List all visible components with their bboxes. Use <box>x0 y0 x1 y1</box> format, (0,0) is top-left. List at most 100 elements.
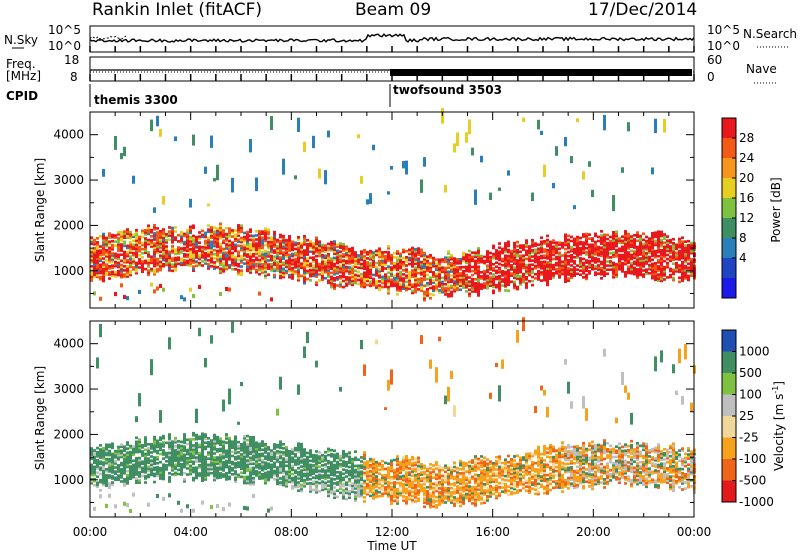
heatmap-cell <box>138 245 141 249</box>
heatmap-cell <box>249 238 252 242</box>
colorbar-segment <box>722 198 736 219</box>
heatmap-cell <box>294 448 297 452</box>
heatmap-cell <box>249 436 252 439</box>
heatmap-cell <box>96 265 99 269</box>
heatmap-cell <box>528 259 531 263</box>
heatmap-cell <box>117 237 120 240</box>
heatmap-cell <box>636 263 639 267</box>
heatmap-cell <box>276 244 279 248</box>
heatmap-cell <box>108 246 111 250</box>
heatmap-cell <box>675 263 678 267</box>
heatmap-cell <box>477 277 480 281</box>
heatmap-cell <box>336 477 339 480</box>
heatmap-cell <box>489 251 492 255</box>
heatmap-cell <box>159 266 162 270</box>
heatmap-cell <box>237 271 240 274</box>
heatmap-cell <box>669 259 672 263</box>
heatmap-cell <box>690 268 693 271</box>
heatmap-cell <box>165 451 168 455</box>
heatmap-cell <box>651 238 654 241</box>
heatmap-cell <box>186 243 189 246</box>
heatmap-cell <box>279 272 282 276</box>
heatmap-cell <box>237 444 240 448</box>
heatmap-cell <box>591 267 594 271</box>
heatmap-cell <box>618 237 621 240</box>
heatmap-cell <box>132 243 135 247</box>
heatmap-cell <box>636 261 639 265</box>
heatmap-cell <box>534 242 537 245</box>
heatmap-cell <box>168 435 171 438</box>
colorbar-tick-label: 24 <box>739 151 754 165</box>
heatmap-cell <box>624 246 627 250</box>
heatmap-cell <box>606 252 609 255</box>
heatmap-cell <box>213 232 216 236</box>
heatmap-cell <box>261 256 264 260</box>
heatmap-cell <box>228 229 231 233</box>
heatmap-cell <box>564 274 567 277</box>
heatmap-cell <box>375 273 378 277</box>
heatmap-cell <box>168 264 171 268</box>
heatmap-cell <box>618 257 621 261</box>
heatmap-cell <box>567 277 570 280</box>
heatmap-cell <box>417 279 420 283</box>
heatmap-cell <box>627 267 630 271</box>
heatmap-cell <box>429 266 432 269</box>
heatmap-cell <box>543 272 546 276</box>
heatmap-cell <box>648 265 651 269</box>
colorbar-tick-label: 20 <box>739 171 754 185</box>
heatmap-cell <box>348 268 351 271</box>
heatmap-cell <box>420 248 423 252</box>
heatmap-cell <box>222 444 225 448</box>
heatmap-cell <box>510 272 513 275</box>
heatmap-cell <box>270 240 273 244</box>
heatmap-cell <box>438 274 441 278</box>
heatmap-cell <box>258 258 261 262</box>
heatmap-cell <box>513 258 516 261</box>
heatmap-cell <box>225 459 228 463</box>
heatmap-cell <box>429 256 432 259</box>
heatmap-cell <box>93 265 96 269</box>
heatmap-cell <box>489 263 492 267</box>
heatmap-cell <box>450 262 453 265</box>
heatmap-cell <box>447 284 450 288</box>
heatmap-cell <box>519 246 522 250</box>
heatmap-cell <box>210 461 213 465</box>
heatmap-cell <box>501 263 504 267</box>
heatmap-cell <box>213 234 216 238</box>
heatmap-cell <box>279 454 282 458</box>
heatmap-cell <box>111 274 114 278</box>
heatmap-cell <box>264 251 267 255</box>
heatmap-cell <box>330 469 333 472</box>
heatmap-cell <box>363 273 366 277</box>
heatmap-cell <box>453 287 456 291</box>
heatmap-cell <box>138 253 141 257</box>
heatmap-cell <box>171 442 174 446</box>
heatmap-cell <box>126 465 129 469</box>
heatmap-cell <box>582 265 585 269</box>
heatmap-cell <box>273 275 276 279</box>
heatmap-cell <box>117 269 120 273</box>
heatmap-cell <box>180 469 183 472</box>
heatmap-cell <box>633 256 636 260</box>
heatmap-cell <box>396 262 399 266</box>
heatmap-cell <box>642 275 645 278</box>
heatmap-cell <box>237 226 240 229</box>
heatmap-cell <box>108 453 111 457</box>
heatmap-cell <box>495 257 498 260</box>
heatmap-cell <box>114 254 117 258</box>
heatmap-cell <box>375 249 378 253</box>
heatmap-cell <box>474 290 477 293</box>
heatmap-cell <box>123 232 126 235</box>
heatmap-cell <box>282 269 285 273</box>
heatmap-cell <box>225 473 228 477</box>
heatmap-cell <box>504 272 507 276</box>
heatmap-cell <box>564 235 567 239</box>
heatmap-cell <box>405 268 408 271</box>
heatmap-cell <box>354 275 357 279</box>
heatmap-cell <box>210 260 213 264</box>
heatmap-cell <box>405 288 408 292</box>
heatmap-cell <box>465 132 468 143</box>
heatmap-cell <box>126 473 129 477</box>
heatmap-cell <box>309 240 312 243</box>
heatmap-cell <box>354 265 357 269</box>
